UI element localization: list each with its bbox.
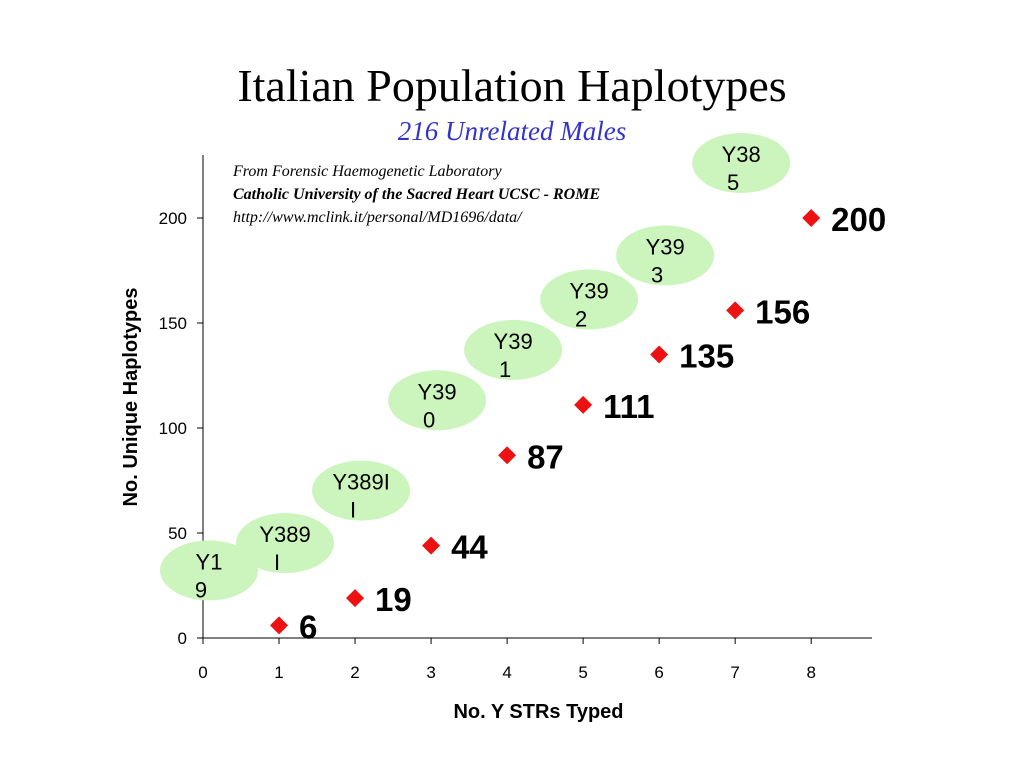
y-tick-label: 150 — [159, 314, 187, 333]
marker-label-text: 9 — [195, 577, 207, 602]
marker-label-text: 2 — [575, 307, 587, 332]
y-tick-label: 200 — [159, 209, 187, 228]
data-point-value-label: 111 — [603, 388, 654, 425]
x-tick-label: 0 — [198, 663, 207, 682]
x-tick-label: 5 — [578, 663, 587, 682]
slide-title: Italian Population Haplotypes — [237, 60, 787, 111]
x-tick-label: 8 — [806, 663, 815, 682]
marker-label-text: 3 — [651, 262, 663, 287]
data-point-value-label: 19 — [375, 581, 412, 618]
marker-label-bubble — [388, 370, 487, 431]
y-tick-label: 0 — [178, 629, 187, 648]
marker-label-bubble — [160, 540, 259, 601]
y-tick-label: 100 — [159, 419, 187, 438]
marker-label-text: Y39 — [570, 279, 609, 304]
source-line-url: http://www.mclink.it/personal/MD1696/dat… — [233, 209, 522, 226]
data-point-value-label: 87 — [527, 438, 564, 475]
marker-label-text: Y38 — [722, 142, 761, 167]
marker-label-bubble — [616, 225, 715, 286]
data-point-value-label: 6 — [299, 608, 317, 645]
marker-label-bubble — [692, 133, 791, 193]
marker-label-bubble — [236, 513, 335, 574]
source-line-lab: From Forensic Haemogenetic Laboratory — [233, 163, 502, 180]
data-point-marker — [498, 446, 517, 465]
source-line-university: Catholic University of the Sacred Heart … — [233, 186, 601, 203]
source-note: From Forensic Haemogenetic Laboratory Ca… — [233, 160, 600, 229]
marker-label-text: Y1 — [196, 549, 223, 574]
data-point-marker — [422, 536, 441, 555]
y-tick-label: 50 — [168, 524, 187, 543]
marker-label-text: Y39 — [646, 234, 685, 259]
slide-subtitle: 216 Unrelated Males — [397, 116, 627, 146]
marker-label-bubble — [540, 269, 639, 330]
marker-label-text: Y39 — [494, 329, 533, 354]
data-point-marker — [346, 589, 365, 608]
x-tick-label: 7 — [730, 663, 739, 682]
x-tick-label: 2 — [350, 663, 359, 682]
marker-label-text: Y389 — [259, 522, 310, 547]
marker-label-text: I — [274, 550, 280, 575]
marker-label-text: 0 — [423, 407, 435, 432]
x-tick-label: 3 — [426, 663, 435, 682]
marker-label-text: I — [350, 498, 356, 523]
data-point-value-label: 156 — [755, 293, 810, 330]
marker-label-bubble — [312, 460, 411, 521]
marker-label-text: Y39 — [418, 379, 457, 404]
data-point-marker — [270, 616, 289, 635]
x-tick-label: 1 — [274, 663, 283, 682]
x-axis-label: No. Y STRs Typed — [453, 701, 623, 723]
y-axis-label: No. Unique Haplotypes — [120, 288, 142, 507]
data-point-marker — [650, 345, 669, 364]
marker-label-text: 1 — [499, 357, 511, 382]
data-point-value-label: 44 — [451, 529, 488, 566]
x-tick-label: 4 — [502, 663, 511, 682]
x-tick-label: 6 — [654, 663, 663, 682]
data-point-marker — [574, 395, 593, 414]
data-point-value-label: 135 — [679, 338, 734, 375]
data-point-value-label: 200 — [831, 201, 886, 238]
marker-label-bubble — [464, 319, 563, 380]
marker-label-text: Y389I — [332, 470, 390, 495]
data-point-marker — [802, 209, 821, 227]
data-point-marker — [726, 301, 745, 320]
marker-label-text: 5 — [727, 170, 739, 195]
